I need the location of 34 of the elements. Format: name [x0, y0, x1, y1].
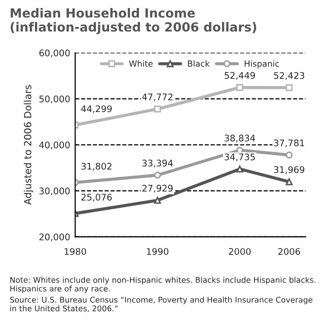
point [286, 152, 293, 158]
data-label: 33,394 [142, 160, 173, 168]
data-label: 31,802 [81, 162, 112, 171]
point [236, 166, 244, 172]
y-tick-label: 60,000 [39, 50, 70, 58]
x-tick-label: 1990 [146, 248, 168, 255]
point [236, 84, 244, 92]
data-label: 47,772 [142, 94, 172, 102]
data-label: 44,299 [81, 105, 112, 114]
data-label: 27,929 [142, 184, 173, 193]
x-tick-label: 2000 [228, 248, 251, 255]
data-label: 52,449 [224, 72, 255, 80]
point [154, 106, 161, 113]
legend-label: White [129, 60, 153, 67]
data-label: 31,969 [274, 166, 304, 174]
x-tick-label: 2006 [278, 248, 300, 255]
x-tick-label: 1980 [64, 248, 86, 255]
y-tick-label: 30,000 [39, 188, 70, 196]
data-label: 25,076 [81, 194, 112, 202]
data-label: 38,834 [224, 134, 256, 142]
point [286, 178, 293, 186]
y-tick-label: 40,000 [39, 142, 70, 150]
point [154, 196, 161, 204]
legend-label: Hispanic [244, 60, 279, 68]
y-tick-label: 50,000 [39, 96, 70, 104]
point [286, 84, 293, 92]
data-label: 34,735 [224, 153, 255, 162]
chart-title: Median Household Income (inflation-adjusted to 2006 dollars) [10, 8, 256, 34]
legend-label: Black [188, 60, 210, 67]
data-label: 52,423 [274, 72, 304, 80]
data-label: 37,781 [274, 139, 304, 148]
point [154, 172, 161, 179]
y-tick-label: 20,000 [39, 234, 70, 242]
y-axis-title: Adjusted to 2006 Dollars [24, 85, 34, 205]
